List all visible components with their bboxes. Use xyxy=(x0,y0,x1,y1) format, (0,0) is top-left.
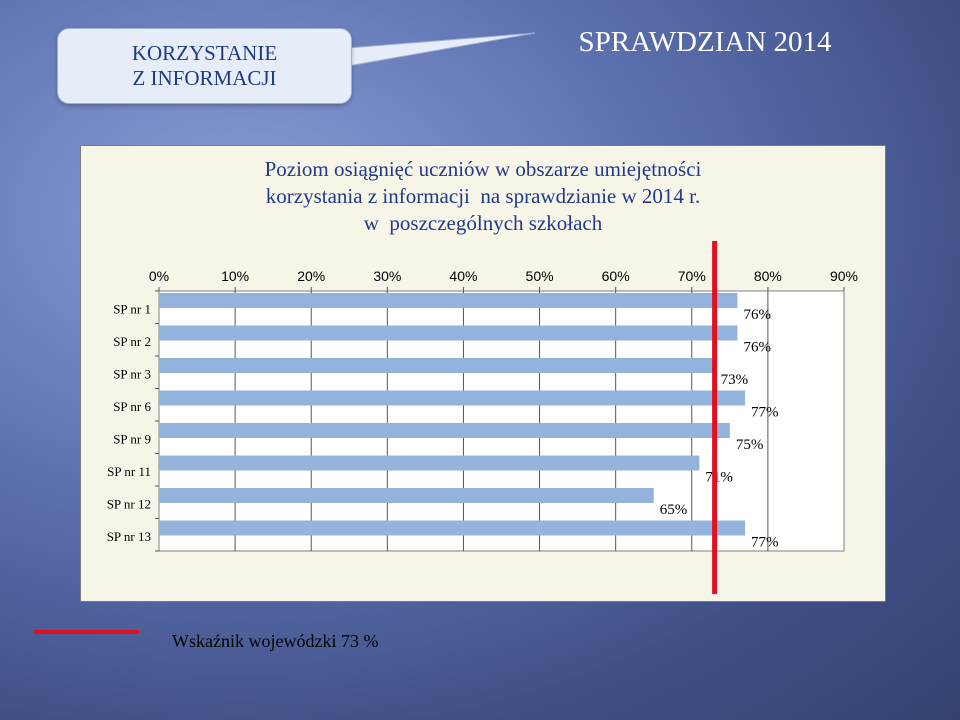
bar xyxy=(159,293,738,308)
x-tick-label: 90% xyxy=(830,268,858,284)
x-tick-label: 20% xyxy=(297,268,325,284)
bar xyxy=(159,455,700,471)
chart-title-line-2: korzystania z informacji na sprawdzianie… xyxy=(265,184,701,208)
bar xyxy=(159,488,654,503)
category-label: SP nr 6 xyxy=(113,399,151,414)
x-tick-label: 30% xyxy=(373,268,401,284)
bar xyxy=(159,358,715,373)
data-label: 71% xyxy=(705,470,733,486)
slide-title: SPRAWDZIAN 2014 xyxy=(578,26,832,58)
data-label: 77% xyxy=(751,405,779,421)
x-tick-label: 10% xyxy=(221,268,249,284)
x-tick-label: 80% xyxy=(754,268,782,284)
callout-line-2: Z INFORMACJI xyxy=(132,66,277,90)
data-label: 75% xyxy=(736,437,764,453)
legend-label: Wskaźnik wojewódzki 73 % xyxy=(172,631,379,651)
bar xyxy=(159,423,730,438)
category-label: SP nr 12 xyxy=(107,496,151,511)
data-label: 73% xyxy=(721,372,749,388)
callout-line-1: KORZYSTANIE xyxy=(131,41,278,65)
data-label: 76% xyxy=(743,307,771,323)
data-label: 76% xyxy=(743,340,771,356)
x-tick-label: 70% xyxy=(678,268,706,284)
chart-title-line-1: Poziom osiągnięć uczniów w obszarze umie… xyxy=(264,157,702,181)
bar xyxy=(159,390,746,406)
bar xyxy=(159,520,746,536)
chart-panel: Poziom osiągnięć uczniów w obszarze umie… xyxy=(80,145,886,602)
chart-title: Poziom osiągnięć uczniów w obszarze umie… xyxy=(81,156,885,237)
category-label: SP nr 13 xyxy=(107,529,151,544)
data-label: 65% xyxy=(660,502,688,518)
x-tick-label: 60% xyxy=(602,268,630,284)
legend-reference-line xyxy=(33,630,139,634)
x-tick-label: 40% xyxy=(449,268,477,284)
category-label: SP nr 11 xyxy=(107,464,151,479)
category-label: SP nr 2 xyxy=(113,334,151,349)
category-label: SP nr 3 xyxy=(113,366,151,381)
chart-title-line-3: w poszczególnych szkołach xyxy=(363,211,603,235)
x-tick-label: 50% xyxy=(526,268,554,284)
section-callout: KORZYSTANIE Z INFORMACJI xyxy=(57,28,352,104)
bar xyxy=(159,325,738,341)
data-label: 77% xyxy=(751,535,779,551)
category-label: SP nr 1 xyxy=(113,301,151,316)
x-tick-label: 0% xyxy=(149,268,169,284)
category-label: SP nr 9 xyxy=(113,431,151,446)
bar-chart: 0% 10% 20% 30% 40% 50% 60% 70% 80% 90% SP nr 1 76% S… xyxy=(107,241,858,594)
